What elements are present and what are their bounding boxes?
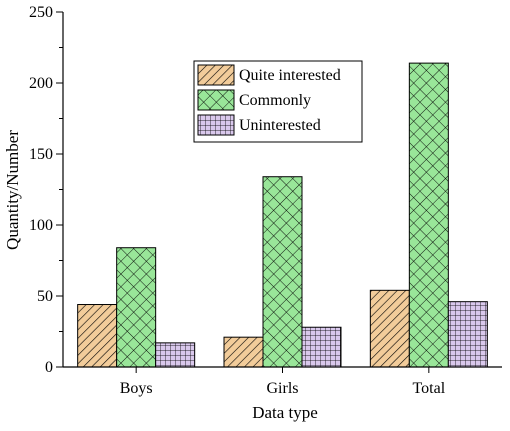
y-tick-label: 200 [29, 75, 53, 92]
legend-swatch [197, 64, 235, 86]
legend-swatch [197, 114, 235, 136]
bar-commonly-boys [116, 247, 157, 368]
bar-quite-interested-boys [77, 304, 118, 368]
x-axis-title: Data type [252, 403, 318, 422]
y-tick-label: 100 [29, 217, 53, 234]
bars-layer [77, 62, 488, 368]
bar-uninterested-total [447, 301, 488, 368]
x-tick-label: Total [413, 380, 446, 397]
y-tick-label: 50 [37, 288, 53, 305]
bar-quite-interested-total [369, 289, 410, 368]
bar-uninterested-girls [301, 326, 342, 368]
legend-swatch [197, 89, 235, 111]
bar-commonly-total [408, 62, 449, 368]
x-tick-label: Boys [120, 380, 153, 397]
legend-label: Quite interested [239, 67, 341, 84]
bar-uninterested-boys [155, 342, 196, 368]
bar-quite-interested-girls [223, 336, 264, 368]
y-axis-title: Quantity/Number [3, 130, 22, 250]
legend: Quite interested Commonly Uninterested [193, 60, 363, 143]
legend-label: Commonly [239, 92, 311, 109]
y-tick-label: 0 [45, 359, 53, 376]
y-tick-label: 250 [29, 4, 53, 21]
legend-label: Uninterested [239, 117, 321, 134]
bar-commonly-girls [262, 176, 303, 368]
axes-layer: Boys Girls Total 0 50 100 150 200 250 [29, 4, 502, 397]
y-tick-label: 150 [29, 146, 53, 163]
x-tick-label: Girls [267, 380, 299, 397]
